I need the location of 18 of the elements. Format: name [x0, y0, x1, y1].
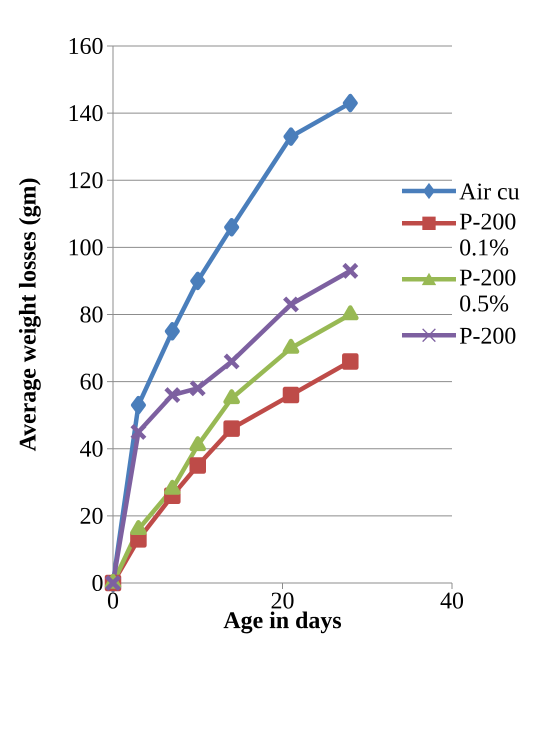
y-tick-label: 0: [92, 574, 103, 592]
x-tick-label: 0: [108, 592, 118, 609]
y-tick-label: 100: [70, 239, 103, 256]
legend-label: P-200: [460, 328, 516, 344]
y-axis-title: Average weight losses (gm): [18, 178, 41, 452]
y-tick-label: 120: [70, 172, 103, 188]
legend-label: P-200 0.5%: [460, 269, 516, 312]
y-tick-label: 20: [80, 508, 103, 524]
y-tick-label: 40: [80, 440, 103, 457]
y-tick-label: 80: [80, 306, 103, 323]
x-tick-label: 20: [272, 592, 294, 609]
legend-label: P-200 0.1%: [460, 213, 516, 256]
y-tick-label: 60: [80, 374, 103, 390]
x-axis-title: Age in days: [224, 611, 342, 634]
legend-label: Air cu: [459, 184, 520, 200]
y-tick-label: 140: [70, 105, 103, 122]
y-tick-label: 160: [70, 38, 103, 54]
x-tick-label: 40: [440, 592, 464, 609]
